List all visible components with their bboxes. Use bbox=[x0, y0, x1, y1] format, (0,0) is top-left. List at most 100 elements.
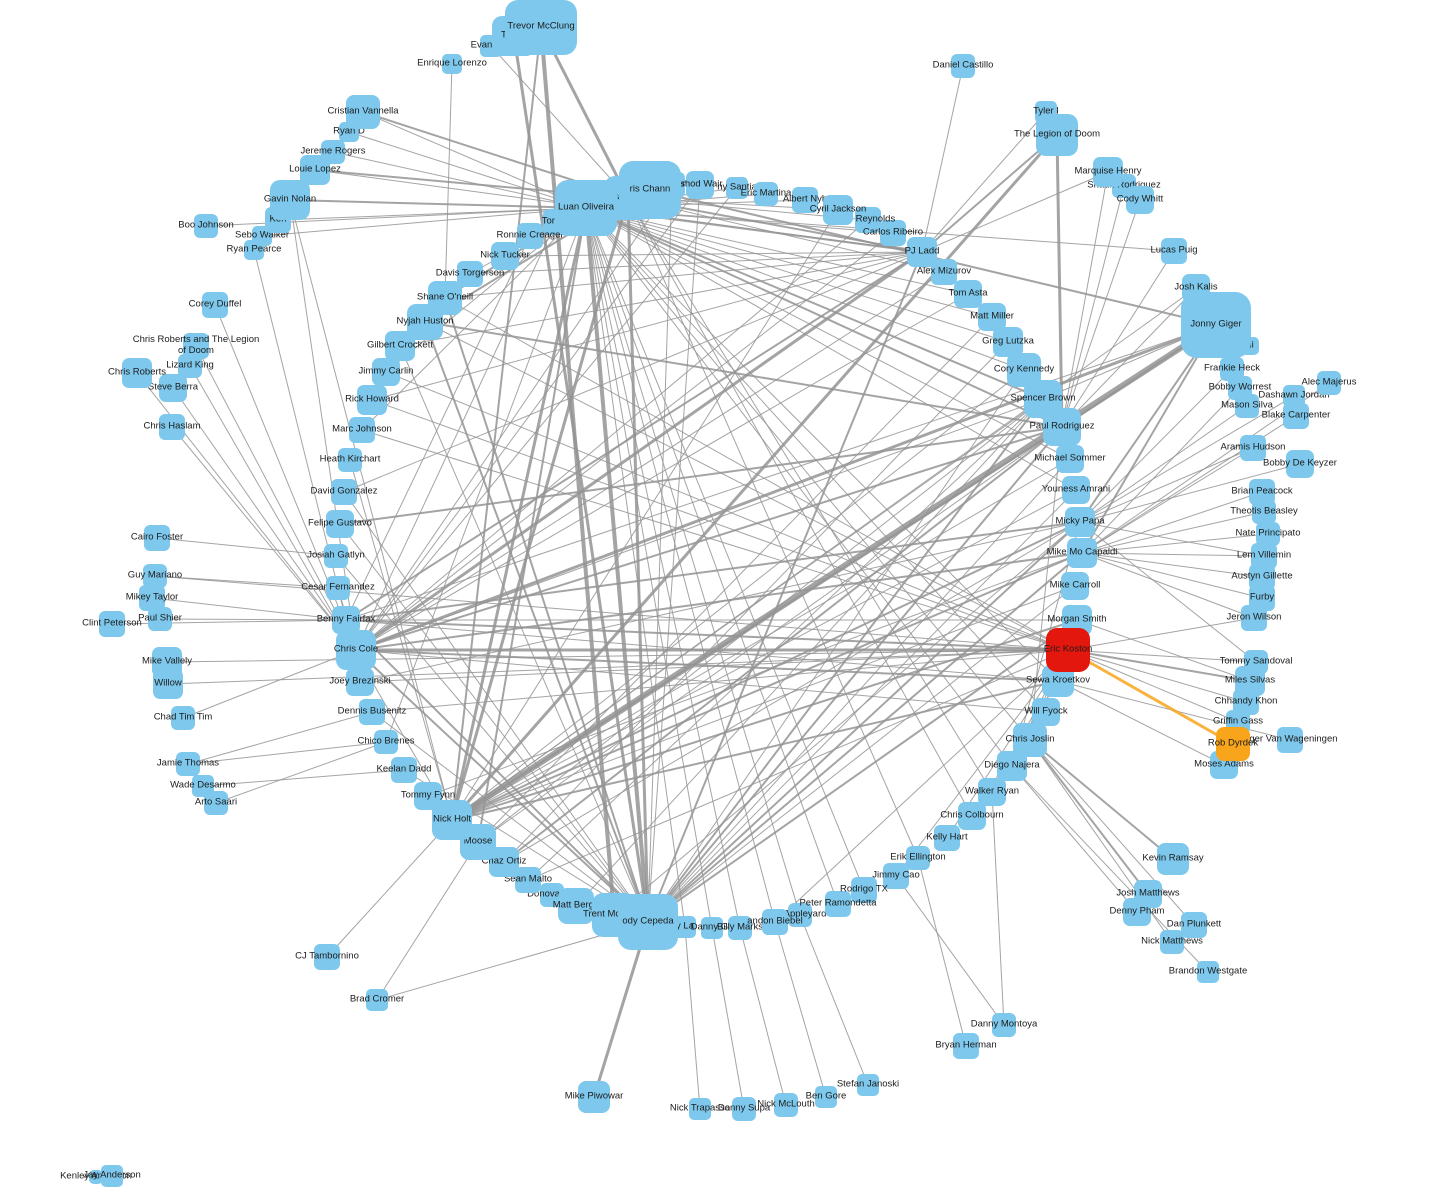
graph-node[interactable] bbox=[701, 917, 723, 939]
graph-node[interactable] bbox=[993, 327, 1023, 357]
graph-node[interactable] bbox=[515, 867, 541, 893]
graph-node[interactable] bbox=[349, 417, 375, 443]
graph-node[interactable] bbox=[851, 877, 877, 903]
graph-node[interactable] bbox=[407, 304, 443, 340]
graph-node[interactable] bbox=[270, 180, 310, 220]
graph-node[interactable] bbox=[1160, 930, 1184, 954]
graph-node[interactable] bbox=[1256, 522, 1280, 546]
graph-node[interactable] bbox=[1067, 538, 1097, 568]
graph-node[interactable] bbox=[99, 611, 125, 637]
graph-node[interactable] bbox=[122, 358, 152, 388]
graph-node[interactable] bbox=[300, 155, 330, 185]
graph-node[interactable] bbox=[1277, 727, 1303, 753]
graph-node[interactable] bbox=[1216, 727, 1250, 761]
graph-node[interactable] bbox=[101, 1165, 123, 1187]
graph-node[interactable] bbox=[619, 161, 681, 219]
graph-node[interactable] bbox=[338, 448, 362, 472]
graph-node[interactable] bbox=[578, 1081, 610, 1113]
graph-node[interactable] bbox=[934, 825, 960, 851]
graph-node[interactable] bbox=[1161, 238, 1187, 264]
graph-node[interactable] bbox=[1062, 476, 1090, 504]
graph-node[interactable] bbox=[153, 669, 183, 699]
graph-node[interactable] bbox=[314, 944, 340, 970]
graph-node[interactable] bbox=[883, 863, 909, 889]
graph-node[interactable] bbox=[194, 214, 218, 238]
graph-node[interactable] bbox=[517, 223, 543, 249]
graph-node[interactable] bbox=[815, 1086, 837, 1108]
graph-node[interactable] bbox=[906, 846, 930, 870]
graph-node[interactable] bbox=[1181, 292, 1251, 358]
graph-node[interactable] bbox=[728, 916, 752, 940]
graph-node[interactable] bbox=[89, 1170, 103, 1184]
graph-node[interactable] bbox=[788, 903, 812, 927]
graph-node[interactable] bbox=[336, 630, 376, 670]
graph-node[interactable] bbox=[1283, 403, 1309, 429]
graph-node[interactable] bbox=[774, 1093, 798, 1117]
graph-node[interactable] bbox=[958, 802, 986, 830]
graph-node[interactable] bbox=[555, 180, 617, 236]
graph-node[interactable] bbox=[1241, 605, 1267, 631]
graph-node[interactable] bbox=[1240, 435, 1266, 461]
graph-node[interactable] bbox=[1249, 479, 1275, 505]
graph-node[interactable] bbox=[346, 95, 380, 129]
graph-node[interactable] bbox=[432, 800, 472, 840]
graph-node[interactable] bbox=[1283, 385, 1305, 407]
graph-node[interactable] bbox=[726, 177, 748, 199]
graph-node[interactable] bbox=[491, 242, 519, 270]
graph-node[interactable] bbox=[1286, 450, 1314, 478]
graph-node[interactable] bbox=[825, 891, 851, 917]
graph-node[interactable] bbox=[857, 1074, 879, 1096]
graph-node[interactable] bbox=[951, 54, 975, 78]
graph-node[interactable] bbox=[359, 699, 385, 725]
graph-node[interactable] bbox=[326, 510, 354, 538]
graph-node[interactable] bbox=[686, 171, 714, 199]
graph-node[interactable] bbox=[1013, 723, 1047, 757]
graph-node[interactable] bbox=[1317, 371, 1341, 395]
graph-node[interactable] bbox=[324, 544, 348, 568]
graph-node[interactable] bbox=[442, 54, 462, 74]
graph-node[interactable] bbox=[1157, 843, 1189, 875]
graph-node[interactable] bbox=[1024, 380, 1062, 418]
graph-node[interactable] bbox=[159, 374, 187, 402]
graph-node[interactable] bbox=[346, 668, 374, 696]
graph-node[interactable] bbox=[762, 909, 788, 935]
graph-node[interactable] bbox=[171, 706, 195, 730]
graph-node[interactable] bbox=[1235, 394, 1259, 418]
graph-node[interactable] bbox=[754, 182, 778, 206]
graph-node[interactable] bbox=[1065, 507, 1095, 537]
graph-node[interactable] bbox=[855, 207, 881, 233]
graph-node[interactable] bbox=[1123, 898, 1151, 926]
graph-node[interactable] bbox=[374, 730, 398, 754]
graph-node[interactable] bbox=[457, 261, 483, 287]
graph-node[interactable] bbox=[176, 752, 200, 776]
graph-node[interactable] bbox=[1036, 114, 1078, 156]
graph-node[interactable] bbox=[357, 385, 387, 415]
graph-node[interactable] bbox=[880, 220, 906, 246]
graph-node[interactable] bbox=[907, 237, 937, 267]
graph-node[interactable] bbox=[1093, 157, 1123, 187]
graph-node[interactable] bbox=[366, 989, 388, 1011]
graph-node[interactable] bbox=[1032, 698, 1060, 726]
graph-node[interactable] bbox=[792, 187, 818, 213]
graph-node[interactable] bbox=[618, 894, 678, 950]
graph-node[interactable] bbox=[202, 292, 228, 318]
graph-node[interactable] bbox=[732, 1097, 756, 1121]
graph-node[interactable] bbox=[1235, 666, 1265, 696]
graph-node[interactable] bbox=[992, 1013, 1016, 1037]
graph-node[interactable] bbox=[244, 240, 264, 260]
graph-node[interactable] bbox=[674, 916, 696, 938]
graph-node[interactable] bbox=[326, 576, 350, 600]
graph-node[interactable] bbox=[558, 888, 594, 924]
graph-node[interactable] bbox=[689, 1098, 711, 1120]
graph-node[interactable] bbox=[331, 479, 357, 505]
graph-node[interactable] bbox=[954, 280, 982, 308]
graph-node[interactable] bbox=[148, 607, 172, 631]
graph-node[interactable] bbox=[139, 585, 165, 611]
graph-node[interactable] bbox=[1197, 961, 1219, 983]
graph-node[interactable] bbox=[204, 791, 228, 815]
graph-node[interactable] bbox=[1061, 572, 1089, 600]
graph-node[interactable] bbox=[505, 0, 577, 55]
graph-node[interactable] bbox=[978, 303, 1006, 331]
graph-node[interactable] bbox=[1126, 186, 1154, 214]
graph-node[interactable] bbox=[183, 333, 209, 359]
